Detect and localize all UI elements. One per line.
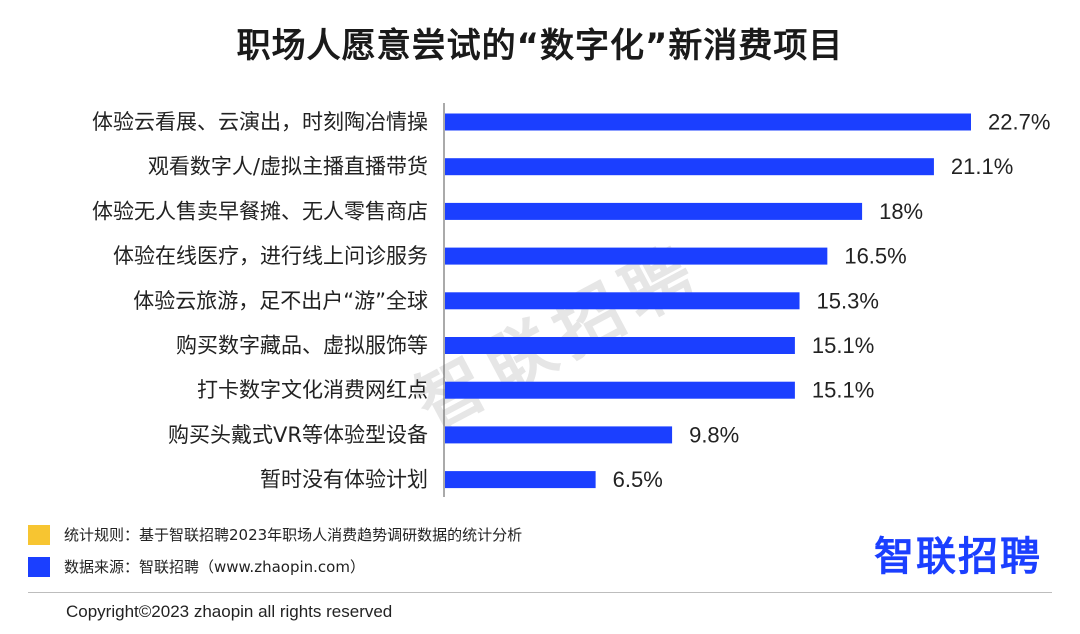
- bar: [445, 292, 800, 310]
- value-label: 9.8%: [689, 422, 739, 447]
- bar: [445, 202, 863, 220]
- chart-title: 职场人愿意尝试的“数字化”新消费项目: [236, 26, 844, 66]
- value-label: 21.1%: [951, 154, 1013, 179]
- bar: [445, 426, 673, 444]
- legend-source-text: 数据来源：智联招聘（www.zhaopin.com）: [64, 558, 365, 576]
- divider: [28, 592, 1052, 593]
- value-label: 15.1%: [812, 378, 874, 403]
- bar: [445, 113, 971, 131]
- category-label: 观看数字人/虚拟主播直播带货: [148, 155, 428, 179]
- category-label: 体验云旅游，足不出户“游”全球: [133, 289, 428, 313]
- category-label: 购买头戴式VR等体验型设备: [168, 423, 428, 447]
- bar: [445, 381, 795, 399]
- bar: [445, 471, 596, 489]
- value-label: 18%: [879, 199, 923, 224]
- value-label: 6.5%: [613, 467, 663, 492]
- bar: [445, 337, 795, 354]
- value-label: 15.1%: [812, 333, 874, 358]
- bar: [445, 158, 934, 176]
- bars-group: 体验云看展、云演出，时刻陶冶情操 22.7% 观看数字人/虚拟主播直播带货 21.1%…: [92, 110, 1050, 493]
- value-label: 16.5%: [844, 244, 906, 269]
- legend-rule-text: 统计规则：基于智联招聘2023年职场人消费趋势调研数据的统计分析: [64, 526, 523, 544]
- legend-rule: 统计规则：基于智联招聘2023年职场人消费趋势调研数据的统计分析: [28, 524, 522, 545]
- legend-rule-swatch: [28, 524, 50, 545]
- zhaopin-logo: 智联招聘: [874, 534, 1042, 580]
- value-label: 15.3%: [817, 288, 879, 313]
- category-label: 暂时没有体验计划: [260, 468, 428, 492]
- category-label: 体验在线医疗，进行线上问诊服务: [113, 244, 428, 268]
- value-label: 22.7%: [988, 110, 1050, 135]
- category-label: 购买数字藏品、虚拟服饰等: [176, 334, 428, 358]
- category-label: 体验无人售卖早餐摊、无人零售商店: [92, 199, 428, 223]
- bar-chart: 体验云看展、云演出，时刻陶冶情操 22.7% 观看数字人/虚拟主播直播带货 21.1%…: [92, 103, 1050, 497]
- legend-source: 数据来源：智联招聘（www.zhaopin.com）: [28, 556, 365, 577]
- copyright-text: Copyright©2023 zhaopin all rights reserv…: [66, 602, 393, 621]
- bar: [445, 247, 828, 265]
- category-label: 体验云看展、云演出，时刻陶冶情操: [92, 110, 428, 134]
- legend-source-swatch: [28, 556, 50, 577]
- category-label: 打卡数字文化消费网红点: [197, 378, 428, 402]
